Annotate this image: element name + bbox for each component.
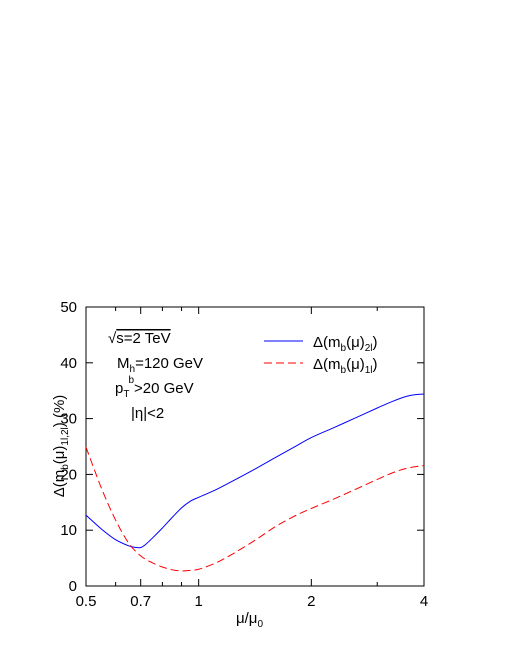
x-tick-label: 0.5 [76, 593, 97, 610]
sqrt-symbol: √ [108, 330, 117, 347]
pt-subscript: T [123, 389, 129, 400]
annotation-eta-cut: |η|<2 [131, 405, 164, 422]
y-tick-label: 50 [60, 299, 77, 316]
legend-2l-mid: (μ) [346, 334, 365, 351]
mh-subscript: h [130, 364, 136, 375]
x-axis-title-sub: 0 [257, 619, 263, 630]
y-axis-title-sub-order: 1l,2l [60, 427, 71, 445]
y-axis-title: Δ(mb(μ)1l,2l) (%) [51, 395, 71, 498]
y-tick-label: 40 [60, 355, 77, 372]
legend-label-1l: Δ(mb(μ)1l) [313, 356, 378, 376]
legend: Δ(mb(μ)2l) Δ(mb(μ)1l) [264, 334, 378, 376]
legend-1l-post: ) [373, 356, 378, 373]
sqrt-s-value: s=2 TeV [116, 330, 170, 347]
pt-symbol: p [115, 380, 123, 397]
series-line-1l [85, 446, 425, 572]
y-tick-label: 0 [69, 578, 77, 595]
legend-1l-sub-b: b [341, 365, 347, 376]
legend-label-2l: Δ(mb(μ)2l) [313, 334, 378, 354]
y-axis-title-mid: (μ) [51, 446, 68, 465]
pt-superscript: b [128, 375, 134, 386]
x-tick-label: 0.7 [130, 593, 151, 610]
annotation-pt-cut: pTb>20 GeV [115, 375, 194, 400]
pt-value: >20 GeV [134, 380, 194, 397]
y-tick-label: 10 [60, 522, 77, 539]
x-tick-label: 1 [194, 593, 202, 610]
legend-2l-post: ) [373, 334, 378, 351]
x-ticks: 0.5 0.7 1 2 4 [76, 307, 428, 610]
x-axis-title-main: μ/μ [236, 610, 257, 627]
legend-1l-pre: Δ(m [313, 356, 341, 373]
legend-2l-sub-order: 2l [365, 343, 373, 354]
y-axis-title-pre: Δ(m [51, 470, 68, 498]
plot-frame [85, 306, 425, 587]
legend-2l-sub-b: b [341, 343, 347, 354]
y-axis-title-sub-b: b [60, 464, 71, 470]
x-tick-label: 4 [420, 593, 428, 610]
y-tick-label: 30 [60, 411, 77, 428]
annotation-higgs-mass: Mh=120 GeV [117, 355, 203, 375]
y-ticks: 0 10 20 30 40 50 [60, 299, 424, 595]
y-tick-label: 20 [60, 466, 77, 483]
mh-value: =120 GeV [135, 355, 203, 372]
x-tick-label: 2 [307, 593, 315, 610]
x-axis-title: μ/μ0 [236, 610, 263, 630]
legend-2l-pre: Δ(m [313, 334, 341, 351]
series-line-2l [85, 393, 425, 549]
series-layer [85, 393, 425, 572]
mh-symbol: M [117, 355, 130, 372]
legend-1l-sub-order: 1l [365, 365, 373, 376]
annotation-sqrt-s: √s=2 TeV [108, 330, 171, 347]
y-axis-title-post: ) (%) [51, 395, 68, 428]
legend-1l-mid: (μ) [346, 356, 365, 373]
